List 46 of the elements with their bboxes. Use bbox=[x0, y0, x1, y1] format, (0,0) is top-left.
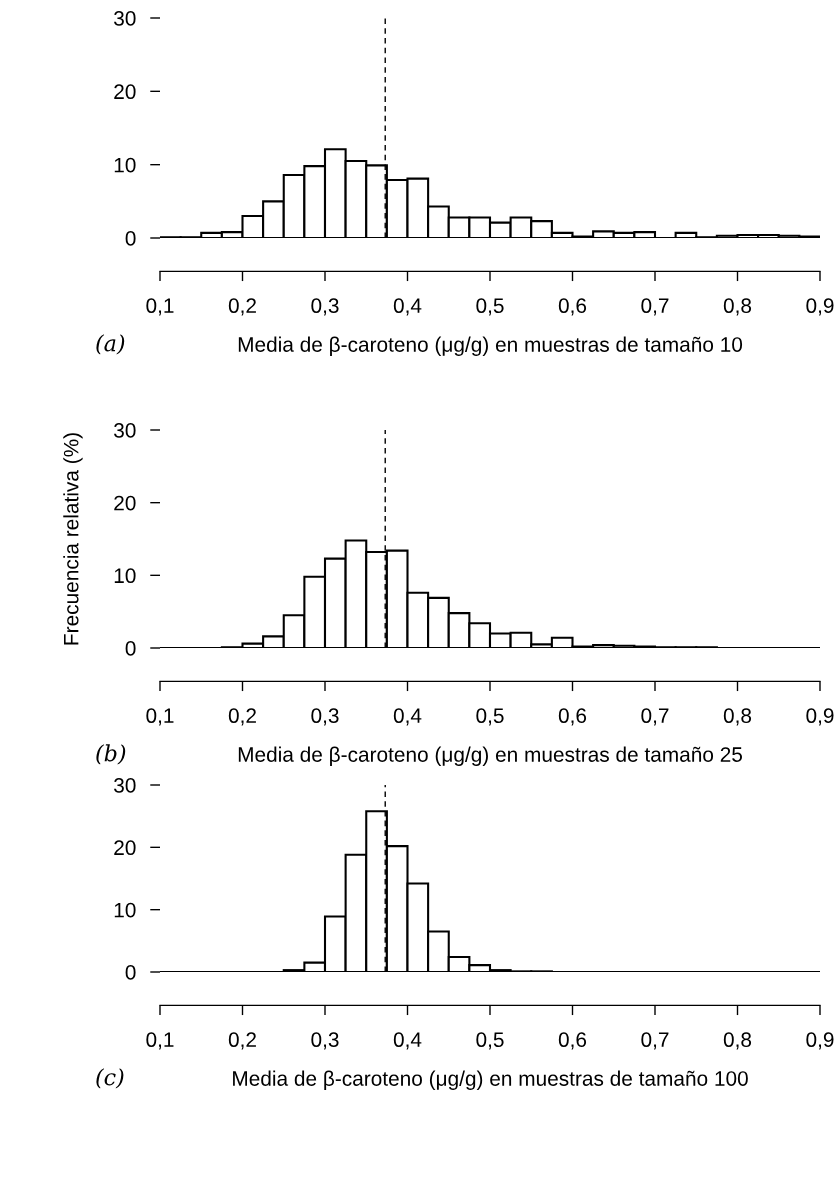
x-tick-label: 0,8 bbox=[723, 298, 752, 316]
text: (b) bbox=[96, 744, 126, 765]
x-tick-label: 0,2 bbox=[228, 708, 256, 726]
text: (a) bbox=[96, 334, 125, 355]
x-tick-label: 0,9 bbox=[806, 1032, 834, 1050]
x-tick-label: 0,4 bbox=[393, 1032, 422, 1050]
x-tick-label: 0,8 bbox=[723, 1032, 752, 1050]
x-tick-label: 0,2 bbox=[228, 298, 256, 316]
y-tick-label: 20 bbox=[114, 840, 136, 856]
text: (c) bbox=[96, 1068, 124, 1089]
x-tick-label: 0,5 bbox=[476, 708, 504, 726]
x-tick-label: 0,7 bbox=[641, 1032, 669, 1050]
x-tick-label: 0,1 bbox=[146, 1032, 174, 1050]
x-tick-label: 0,7 bbox=[641, 708, 669, 726]
x-tick-label: 0,9 bbox=[806, 298, 834, 316]
x-axis-title: Media de β-caroteno (μg/g) en muestras de tamaño 100 bbox=[233, 1070, 748, 1091]
x-tick-label: 0,4 bbox=[393, 298, 422, 316]
x-tick-label: 0,9 bbox=[806, 708, 834, 726]
x-tick-label: 0,6 bbox=[558, 298, 587, 316]
y-axis-title: Frecuencia relativa (%) bbox=[63, 433, 83, 645]
x-tick-label: 0,8 bbox=[723, 708, 752, 726]
x-tick-label: 0,7 bbox=[641, 298, 669, 316]
y-tick-label: 20 bbox=[114, 495, 136, 511]
y-tick-label: 0 bbox=[125, 641, 136, 656]
x-tick-label: 0,5 bbox=[476, 1032, 504, 1050]
y-tick-label: 20 bbox=[114, 84, 136, 100]
x-tick-label: 0,3 bbox=[311, 708, 339, 726]
x-tick-label: 0,2 bbox=[228, 1032, 256, 1050]
y-tick-label: 30 bbox=[114, 11, 136, 26]
x-tick-label: 0,5 bbox=[476, 298, 504, 316]
x-tick-label: 0,1 bbox=[146, 298, 174, 316]
x-tick-label: 0,6 bbox=[558, 1032, 587, 1050]
x-axis-title: Media de β-caroteno (μg/g) en muestras de tamaño 10 bbox=[238, 336, 743, 357]
x-tick-label: 0,1 bbox=[146, 708, 174, 726]
y-tick-label: 10 bbox=[114, 902, 136, 918]
x-tick-label: 0,6 bbox=[558, 708, 587, 726]
y-tick-label: 0 bbox=[125, 965, 136, 980]
y-tick-label: 10 bbox=[114, 157, 136, 173]
y-tick-label: 0 bbox=[125, 231, 136, 246]
y-tick-label: 30 bbox=[114, 778, 136, 793]
y-tick-label: 10 bbox=[114, 568, 136, 584]
x-axis-title: Media de β-caroteno (μg/g) en muestras de tamaño 25 bbox=[238, 746, 743, 767]
y-tick-label: 30 bbox=[114, 423, 136, 438]
x-tick-label: 0,3 bbox=[311, 298, 339, 316]
x-tick-label: 0,4 bbox=[393, 708, 422, 726]
x-tick-label: 0,3 bbox=[311, 1032, 339, 1050]
